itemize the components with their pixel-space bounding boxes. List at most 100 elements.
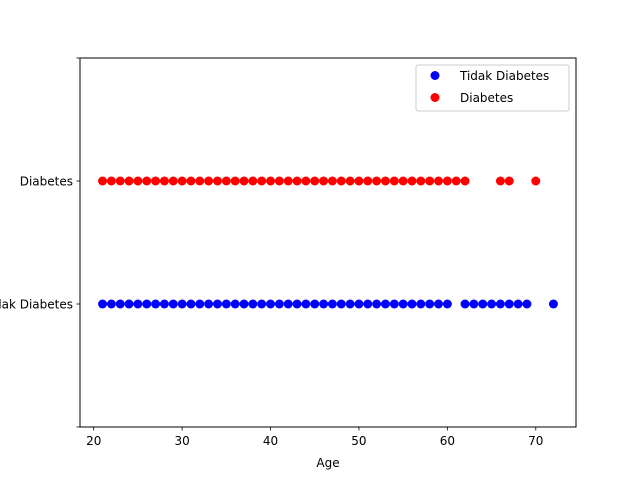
point-tidak-diabetes <box>442 299 452 309</box>
point-tidak-diabetes <box>434 299 444 309</box>
point-diabetes <box>239 176 249 186</box>
point-tidak-diabetes <box>186 299 196 309</box>
point-diabetes <box>133 176 143 186</box>
point-diabetes <box>451 176 461 186</box>
point-tidak-diabetes <box>133 299 143 309</box>
point-tidak-diabetes <box>115 299 125 309</box>
point-diabetes <box>495 176 505 186</box>
y-tick-label: Diabetes <box>20 175 73 189</box>
point-tidak-diabetes <box>354 299 364 309</box>
point-tidak-diabetes <box>230 299 240 309</box>
point-diabetes <box>142 176 152 186</box>
point-tidak-diabetes <box>416 299 426 309</box>
point-tidak-diabetes <box>98 299 108 309</box>
point-tidak-diabetes <box>372 299 382 309</box>
plot-frame <box>79 57 577 428</box>
point-tidak-diabetes <box>504 299 514 309</box>
point-tidak-diabetes <box>248 299 258 309</box>
point-tidak-diabetes <box>327 299 337 309</box>
point-diabetes <box>327 176 337 186</box>
point-diabetes <box>248 176 258 186</box>
point-diabetes <box>221 176 231 186</box>
point-tidak-diabetes <box>142 299 152 309</box>
point-diabetes <box>504 176 514 186</box>
point-diabetes <box>345 176 355 186</box>
point-diabetes <box>230 176 240 186</box>
x-tick-label: 20 <box>86 434 101 448</box>
point-diabetes <box>212 176 222 186</box>
point-diabetes <box>115 176 125 186</box>
point-diabetes <box>195 176 205 186</box>
point-tidak-diabetes <box>407 299 417 309</box>
point-tidak-diabetes <box>513 299 523 309</box>
point-tidak-diabetes <box>221 299 231 309</box>
point-tidak-diabetes <box>363 299 373 309</box>
point-diabetes <box>98 176 108 186</box>
point-tidak-diabetes <box>425 299 435 309</box>
point-diabetes <box>266 176 276 186</box>
legend-label-tidak-diabetes: Tidak Diabetes <box>459 69 549 83</box>
point-tidak-diabetes <box>345 299 355 309</box>
x-axis-label: Age <box>316 456 339 470</box>
point-diabetes <box>151 176 161 186</box>
point-diabetes <box>531 176 541 186</box>
legend-label-diabetes: Diabetes <box>460 91 513 105</box>
point-tidak-diabetes <box>380 299 390 309</box>
point-diabetes <box>434 176 444 186</box>
point-diabetes <box>442 176 452 186</box>
point-tidak-diabetes <box>159 299 169 309</box>
point-tidak-diabetes <box>151 299 161 309</box>
point-tidak-diabetes <box>274 299 284 309</box>
point-diabetes <box>292 176 302 186</box>
point-diabetes <box>283 176 293 186</box>
point-diabetes <box>204 176 214 186</box>
point-diabetes <box>380 176 390 186</box>
legend-box <box>415 64 570 112</box>
point-tidak-diabetes <box>106 299 116 309</box>
x-tick-label: 50 <box>351 434 366 448</box>
point-tidak-diabetes <box>301 299 311 309</box>
point-tidak-diabetes <box>257 299 267 309</box>
point-diabetes <box>177 176 187 186</box>
point-tidak-diabetes <box>204 299 214 309</box>
x-tick-label: 70 <box>528 434 543 448</box>
point-diabetes <box>274 176 284 186</box>
point-diabetes <box>336 176 346 186</box>
point-tidak-diabetes <box>487 299 497 309</box>
point-diabetes <box>389 176 399 186</box>
point-tidak-diabetes <box>522 299 532 309</box>
point-diabetes <box>159 176 169 186</box>
point-tidak-diabetes <box>336 299 346 309</box>
point-diabetes <box>106 176 116 186</box>
point-diabetes <box>310 176 320 186</box>
point-tidak-diabetes <box>168 299 178 309</box>
point-diabetes <box>354 176 364 186</box>
point-tidak-diabetes <box>310 299 320 309</box>
point-tidak-diabetes <box>239 299 249 309</box>
point-tidak-diabetes <box>548 299 558 309</box>
legend-marker-diabetes <box>430 93 440 102</box>
point-tidak-diabetes <box>266 299 276 309</box>
y-axis-ticks: Tidak Diabetes Diabetes <box>0 57 80 428</box>
point-tidak-diabetes <box>398 299 408 309</box>
point-diabetes <box>407 176 417 186</box>
x-axis-ticks: 20 30 40 50 60 70 <box>86 427 543 448</box>
point-diabetes <box>425 176 435 186</box>
legend-marker-tidak-diabetes <box>430 71 440 80</box>
y-tick-label: Tidak Diabetes <box>0 298 73 312</box>
point-tidak-diabetes <box>389 299 399 309</box>
point-diabetes <box>416 176 426 186</box>
point-tidak-diabetes <box>460 299 470 309</box>
point-diabetes <box>460 176 470 186</box>
point-tidak-diabetes <box>124 299 134 309</box>
point-tidak-diabetes <box>177 299 187 309</box>
point-tidak-diabetes <box>283 299 293 309</box>
point-diabetes <box>168 176 178 186</box>
point-diabetes <box>124 176 134 186</box>
x-tick-label: 30 <box>174 434 189 448</box>
point-tidak-diabetes <box>495 299 505 309</box>
data-points <box>98 176 558 309</box>
point-diabetes <box>301 176 311 186</box>
point-tidak-diabetes <box>478 299 488 309</box>
